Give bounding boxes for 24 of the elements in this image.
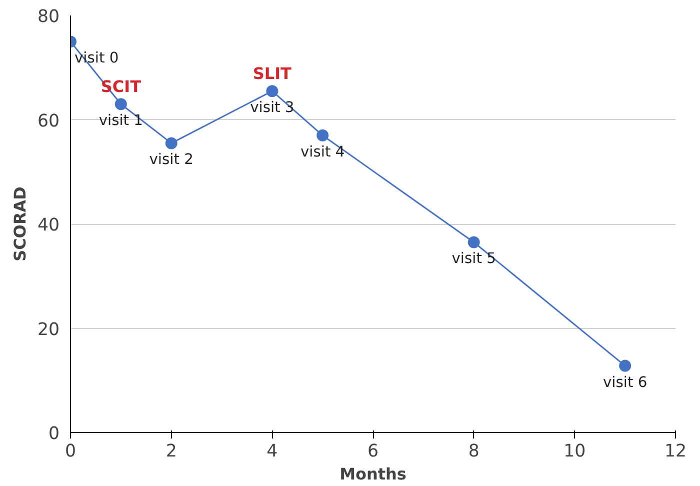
data-label: visit 6 [602,374,648,391]
annotation: SLIT [252,64,292,84]
x-tick-label: 2 [166,442,177,462]
x-tick-label: 10 [564,442,586,462]
y-axis-title: SCORAD [10,186,30,262]
y-tick-label: 80 [37,7,60,27]
y-tick-label: 60 [37,111,60,132]
point [316,129,329,142]
point [114,98,127,110]
y-tick-label: 40 [37,216,60,236]
x-tick-label: 8 [468,442,480,462]
point [468,236,480,248]
point [266,85,278,98]
x-tick-label: 6 [367,442,379,462]
y-tick-label: 20 [37,320,60,340]
x-tick-label: 0 [64,442,76,462]
x-axis-title: Months [340,464,406,484]
point [165,137,178,150]
data-label: visit 4 [300,143,345,160]
x-tick-label: 4 [266,442,278,462]
point [619,360,632,372]
y-tick-label: 0 [48,424,60,444]
x-tick-label: 12 [664,442,687,462]
data-label: visit 2 [149,151,194,168]
